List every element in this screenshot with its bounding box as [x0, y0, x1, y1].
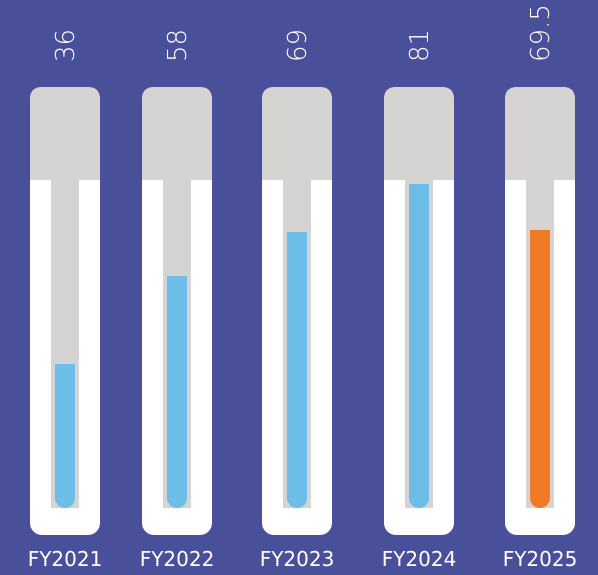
bar-group-fy2022: [142, 87, 212, 535]
bar-fill-fy2025: [530, 230, 550, 508]
tube-cap-fy2021: [30, 87, 100, 180]
category-label-fy2023: FY2023: [260, 547, 335, 571]
bar-fill-top-fy2024: [409, 184, 429, 187]
bar-group-fy2024: [384, 87, 454, 535]
bar-fill-fy2024: [409, 184, 429, 508]
value-label-fy2021: 36: [51, 29, 81, 62]
category-label-fy2025: FY2025: [503, 547, 578, 571]
tube-cap-fy2025: [505, 87, 575, 180]
bar-fill-fy2022: [167, 276, 187, 508]
bar-group-fy2021: [30, 87, 100, 535]
bar-fill-top-fy2023: [287, 232, 307, 235]
value-label-fy2022: 58: [163, 29, 193, 62]
value-label-fy2025: 69.5: [526, 4, 556, 62]
category-label-fy2022: FY2022: [140, 547, 215, 571]
tube-cap-fy2024: [384, 87, 454, 180]
tube-cap-fy2023: [262, 87, 332, 180]
bar-fill-top-fy2022: [167, 276, 187, 279]
category-label-fy2024: FY2024: [382, 547, 457, 571]
category-label-fy2021: FY2021: [28, 547, 103, 571]
labels-layer: 36 FY2021 58 FY2022 69 FY2023 81 FY2024 69.5 FY20…: [28, 4, 578, 571]
bar-fill-fy2023: [287, 232, 307, 508]
tube-cap-fy2022: [142, 87, 212, 180]
bar-group-fy2023: [262, 87, 332, 535]
bar-fill-fy2021: [55, 364, 75, 508]
value-label-fy2024: 81: [405, 29, 435, 62]
value-label-fy2023: 69: [283, 29, 313, 62]
bar-fill-top-fy2025: [530, 230, 550, 233]
bar-group-fy2025: [505, 87, 575, 535]
bar-fill-top-fy2021: [55, 364, 75, 367]
bars-layer: [30, 87, 575, 535]
